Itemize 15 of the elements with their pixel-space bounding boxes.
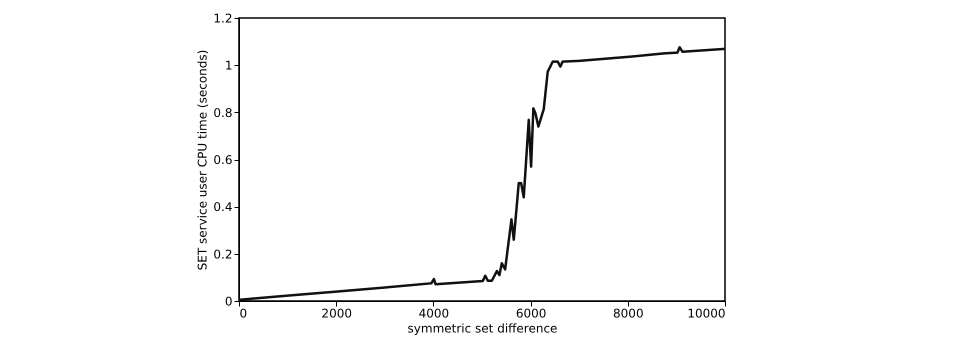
y-tick-label: 0.6 [213, 153, 232, 167]
y-tick-label: 0.2 [213, 247, 232, 262]
y-tick-label: 0 [224, 294, 232, 308]
y-tick-label: 1.2 [213, 12, 232, 26]
y-tick-label: 0.8 [213, 106, 232, 120]
y-tick-label: 0.4 [213, 200, 232, 214]
x-tick-label: 4000 [418, 306, 450, 320]
y-axis-title: SET service user CPU time (seconds) [195, 50, 210, 270]
x-tick-label: 10000 [687, 306, 726, 320]
x-axis-title: symmetric set difference [408, 322, 558, 336]
x-tick-label: 2000 [321, 306, 352, 320]
x-tick-label: 0 [240, 306, 248, 320]
x-tick-label: 8000 [613, 306, 644, 320]
y-tick-label: 1 [224, 58, 232, 73]
x-tick-label: 6000 [516, 306, 546, 320]
